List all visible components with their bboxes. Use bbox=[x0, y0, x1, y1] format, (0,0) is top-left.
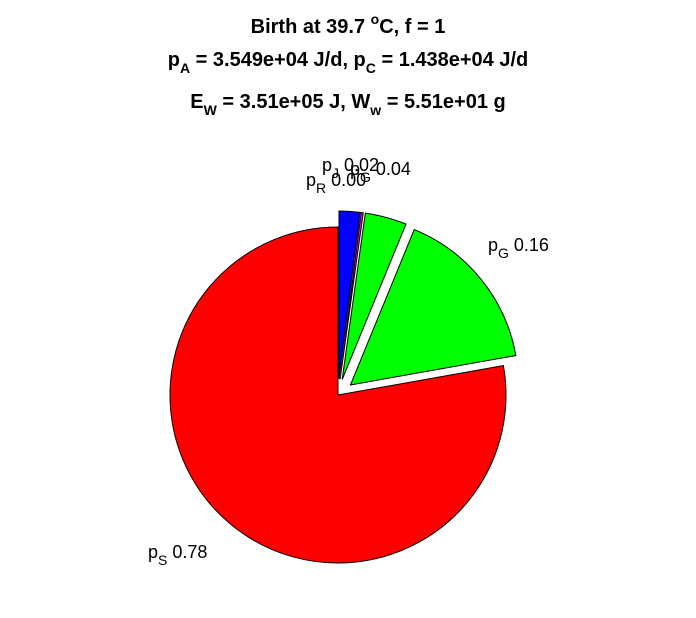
title-line-2: pA = 3.549e+04 J/d, pC = 1.438e+04 J/d bbox=[168, 49, 529, 76]
slice-label-pG-2: pG 0.04 bbox=[350, 159, 411, 185]
slice-label-pS-4: pS 0.78 bbox=[148, 542, 207, 568]
slice-label-pG-3: pG 0.16 bbox=[488, 235, 549, 261]
slice-label-pR-1: pR 0.00 bbox=[306, 170, 366, 196]
pie-slice-pS-4 bbox=[169, 226, 507, 564]
pie-slices bbox=[169, 210, 517, 564]
pie-slice-pG-3 bbox=[349, 228, 517, 386]
title-line-1: Birth at 39.7 oC, f = 1 bbox=[251, 11, 446, 38]
pie-slice-pR-1 bbox=[339, 211, 364, 380]
chart-title: Birth at 39.7 oC, f = 1 pA = 3.549e+04 J/… bbox=[168, 11, 529, 118]
pie-slice-pG-2 bbox=[341, 212, 407, 380]
title-line-3: EW = 3.51e+05 J, Ww = 5.51e+01 g bbox=[190, 91, 505, 118]
slice-label-pJ-0: pJ 0.02 bbox=[322, 155, 379, 181]
pie-slice-pJ-0 bbox=[338, 210, 361, 380]
